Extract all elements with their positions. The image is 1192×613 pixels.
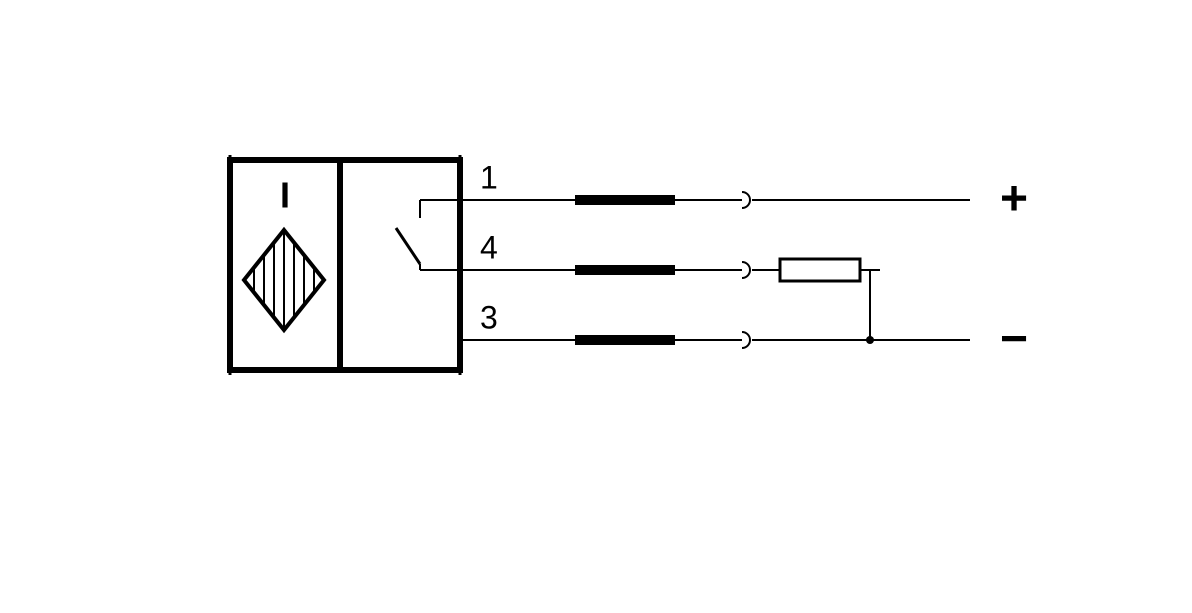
wire-pin-1: 1+ [460,159,1028,225]
pin-label-1: 1 [480,159,498,195]
wiring-diagram: I1+43− [0,0,1192,613]
no-contact-switch [396,200,460,270]
pin-label-4: 4 [480,229,498,265]
load-resistor [780,259,860,281]
wire-pin-4: 4 [460,229,880,281]
polarity-plus: + [1000,173,1028,226]
junction-dot [866,336,874,344]
load-return [866,270,874,344]
wire-pin-3: 3− [460,299,1028,365]
sensor-block: I [230,155,460,375]
terminal-tap-4 [742,262,750,278]
terminal-tap-1 [742,192,750,208]
sensor-type-label: I [280,175,290,216]
terminal-tap-3 [742,332,750,348]
pin-label-3: 3 [480,299,498,335]
proximity-symbol [244,230,324,330]
polarity-minus: − [1000,313,1028,366]
